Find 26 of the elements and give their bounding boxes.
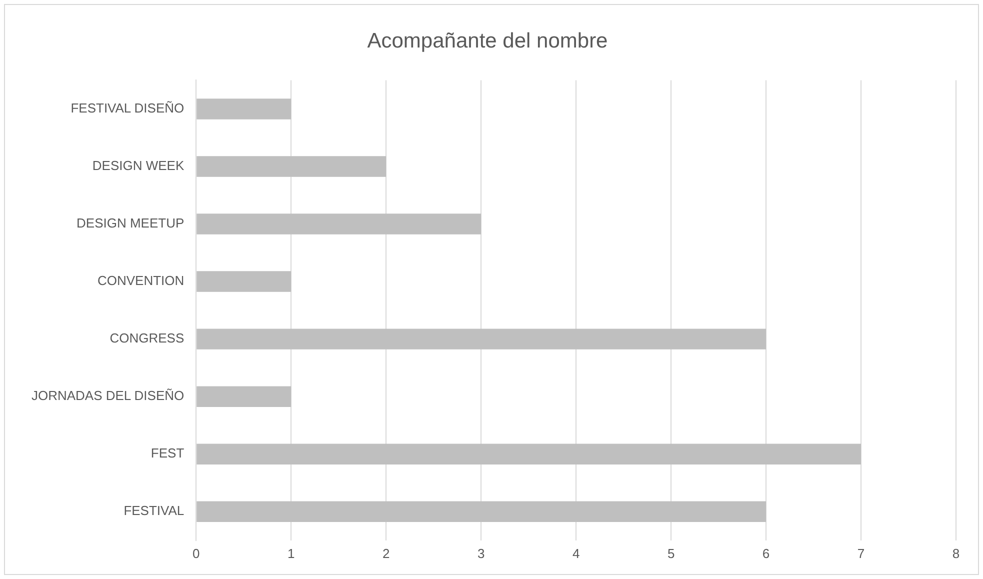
y-tick-label: CONGRESS — [110, 330, 184, 346]
x-tick-label: 7 — [857, 546, 865, 561]
bar — [196, 386, 292, 407]
x-tick-label: 0 — [192, 546, 200, 561]
x-tick-label: 1 — [288, 546, 295, 561]
y-tick-label: DESIGN WEEK — [92, 158, 184, 174]
y-tick-label: CONVENTION — [97, 273, 184, 288]
bar — [196, 444, 862, 464]
chart-title: Acompañante del nombre — [367, 29, 608, 52]
x-tick-label: 8 — [952, 546, 960, 561]
x-tick-label: 5 — [667, 546, 675, 561]
bar — [196, 271, 292, 292]
bar — [196, 328, 766, 350]
x-tick-label: 6 — [762, 546, 770, 561]
x-tick-label: 3 — [477, 546, 485, 561]
bar — [196, 501, 766, 522]
y-tick-label: FEST — [150, 446, 184, 461]
bar — [196, 98, 292, 120]
bar — [196, 156, 386, 177]
y-tick-label: FESTIVAL — [124, 503, 184, 518]
bar — [196, 214, 482, 234]
y-tick-label: FESTIVAL DISEÑO — [70, 100, 184, 116]
y-tick-label: JORNADAS DEL DISEÑO — [31, 388, 184, 404]
x-tick-label: 2 — [382, 546, 390, 561]
y-tick-label: DESIGN MEETUP — [76, 216, 184, 231]
x-tick-label: 4 — [572, 546, 580, 561]
